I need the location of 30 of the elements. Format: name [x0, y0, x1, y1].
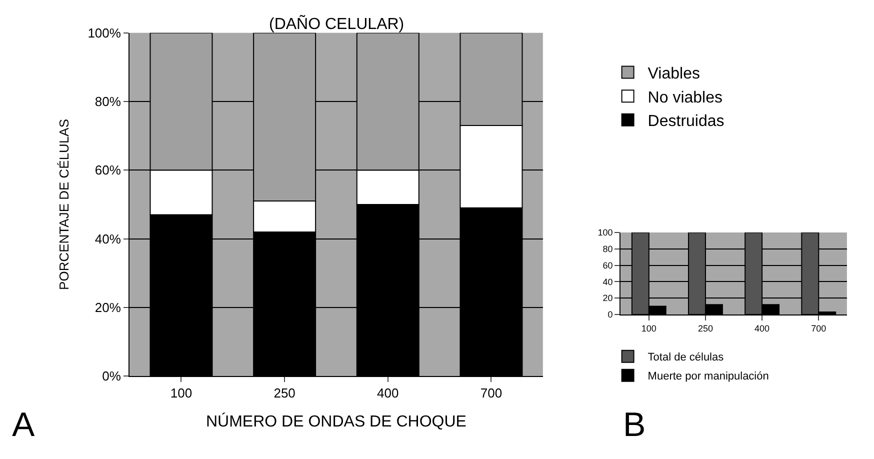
text: B	[623, 406, 646, 444]
y-tick-label: 60%	[94, 162, 122, 178]
y-tick-label: 100%	[88, 25, 122, 40]
y-tick-label: 20%	[94, 300, 122, 316]
x-tick-label: 400	[754, 323, 770, 334]
x-tick-label: 700	[811, 323, 826, 334]
legend-label: Destruidas	[648, 113, 724, 130]
y-tick-label: 80%	[94, 94, 122, 110]
y-tick-label: 20	[602, 293, 613, 304]
x-axis-title: NÚMERO DE ONDAS DE CHOQUE	[206, 412, 466, 430]
x-tick-label: 100	[170, 386, 192, 401]
y-tick-label: 60	[602, 260, 613, 270]
x-tick-label: 400	[377, 386, 399, 401]
text: A	[12, 406, 35, 444]
x-tick-label: 250	[274, 386, 296, 401]
y-tick-label: 40	[602, 276, 613, 287]
chart-title: (DAÑO CELULAR)	[269, 14, 404, 33]
legend-label: Muerte por manipulación	[648, 370, 769, 383]
legend-label: Total de células	[648, 352, 724, 364]
legend-label: Viables	[648, 66, 700, 83]
y-tick-label: 0%	[102, 368, 122, 384]
y-tick-label: 0	[608, 310, 613, 320]
y-tick-label: 80	[602, 244, 613, 254]
x-tick-label: 700	[480, 386, 502, 401]
y-axis-title: PORCENTAJE DE CÉLULAS	[56, 118, 72, 290]
y-tick-label: 40%	[94, 231, 122, 246]
x-tick-label: 100	[641, 323, 656, 334]
x-tick-label: 250	[698, 323, 713, 334]
legend-label: No viables	[648, 89, 723, 106]
y-tick-label: 100	[598, 228, 613, 238]
